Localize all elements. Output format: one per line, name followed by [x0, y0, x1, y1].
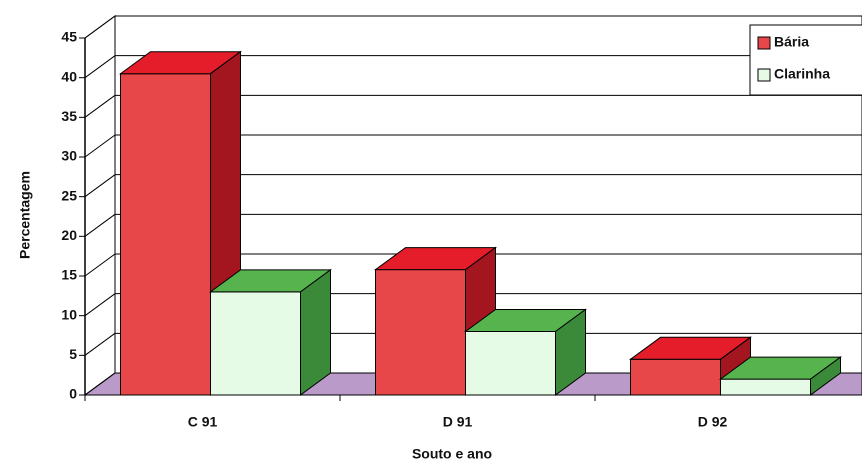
y-tick-label: 45 [61, 29, 77, 45]
bar [208, 268, 333, 396]
y-tick-label: 20 [61, 227, 77, 243]
grid-line-side [84, 15, 116, 39]
x-tick-label: D 91 [443, 414, 473, 430]
bar-side [300, 268, 331, 396]
legend-label: Clarinha [774, 66, 830, 82]
grid-line-side [84, 293, 116, 317]
legend-label: Bária [774, 34, 809, 50]
bar-side [810, 356, 841, 396]
bar-front [210, 291, 301, 396]
bar-front [630, 358, 721, 396]
y-tick-label: 15 [61, 267, 77, 283]
side-wall [84, 15, 116, 396]
x-axis-label: Souto e ano [412, 446, 492, 462]
y-tick-label: 30 [61, 148, 77, 164]
grid-line-side [84, 134, 116, 158]
x-tick-label: C 91 [188, 414, 218, 430]
legend-swatch [757, 36, 771, 50]
legend-swatch [757, 68, 771, 82]
grid-line-side [84, 94, 116, 118]
bar-front [465, 331, 556, 396]
y-tick-label: 10 [61, 306, 77, 322]
y-tick-label: 35 [61, 108, 77, 124]
bar-front [720, 378, 811, 396]
bar [463, 308, 588, 396]
grid-line-side [84, 213, 116, 237]
bar [718, 356, 843, 396]
y-tick-label: 5 [69, 346, 77, 362]
grid-line-side [84, 372, 116, 396]
x-tick-label: D 92 [698, 414, 728, 430]
grid-line-side [84, 55, 116, 79]
bar-front [375, 269, 466, 396]
y-tick-label: 0 [69, 386, 77, 402]
grid-line-side [84, 174, 116, 198]
y-axis-label: Percentagem [17, 171, 33, 259]
grid-line-side [84, 332, 116, 356]
y-tick-label: 25 [61, 187, 77, 203]
bar-front [120, 73, 211, 396]
bar-side [555, 308, 586, 396]
grid-line-side [84, 253, 116, 277]
y-tick-label: 40 [61, 68, 77, 84]
